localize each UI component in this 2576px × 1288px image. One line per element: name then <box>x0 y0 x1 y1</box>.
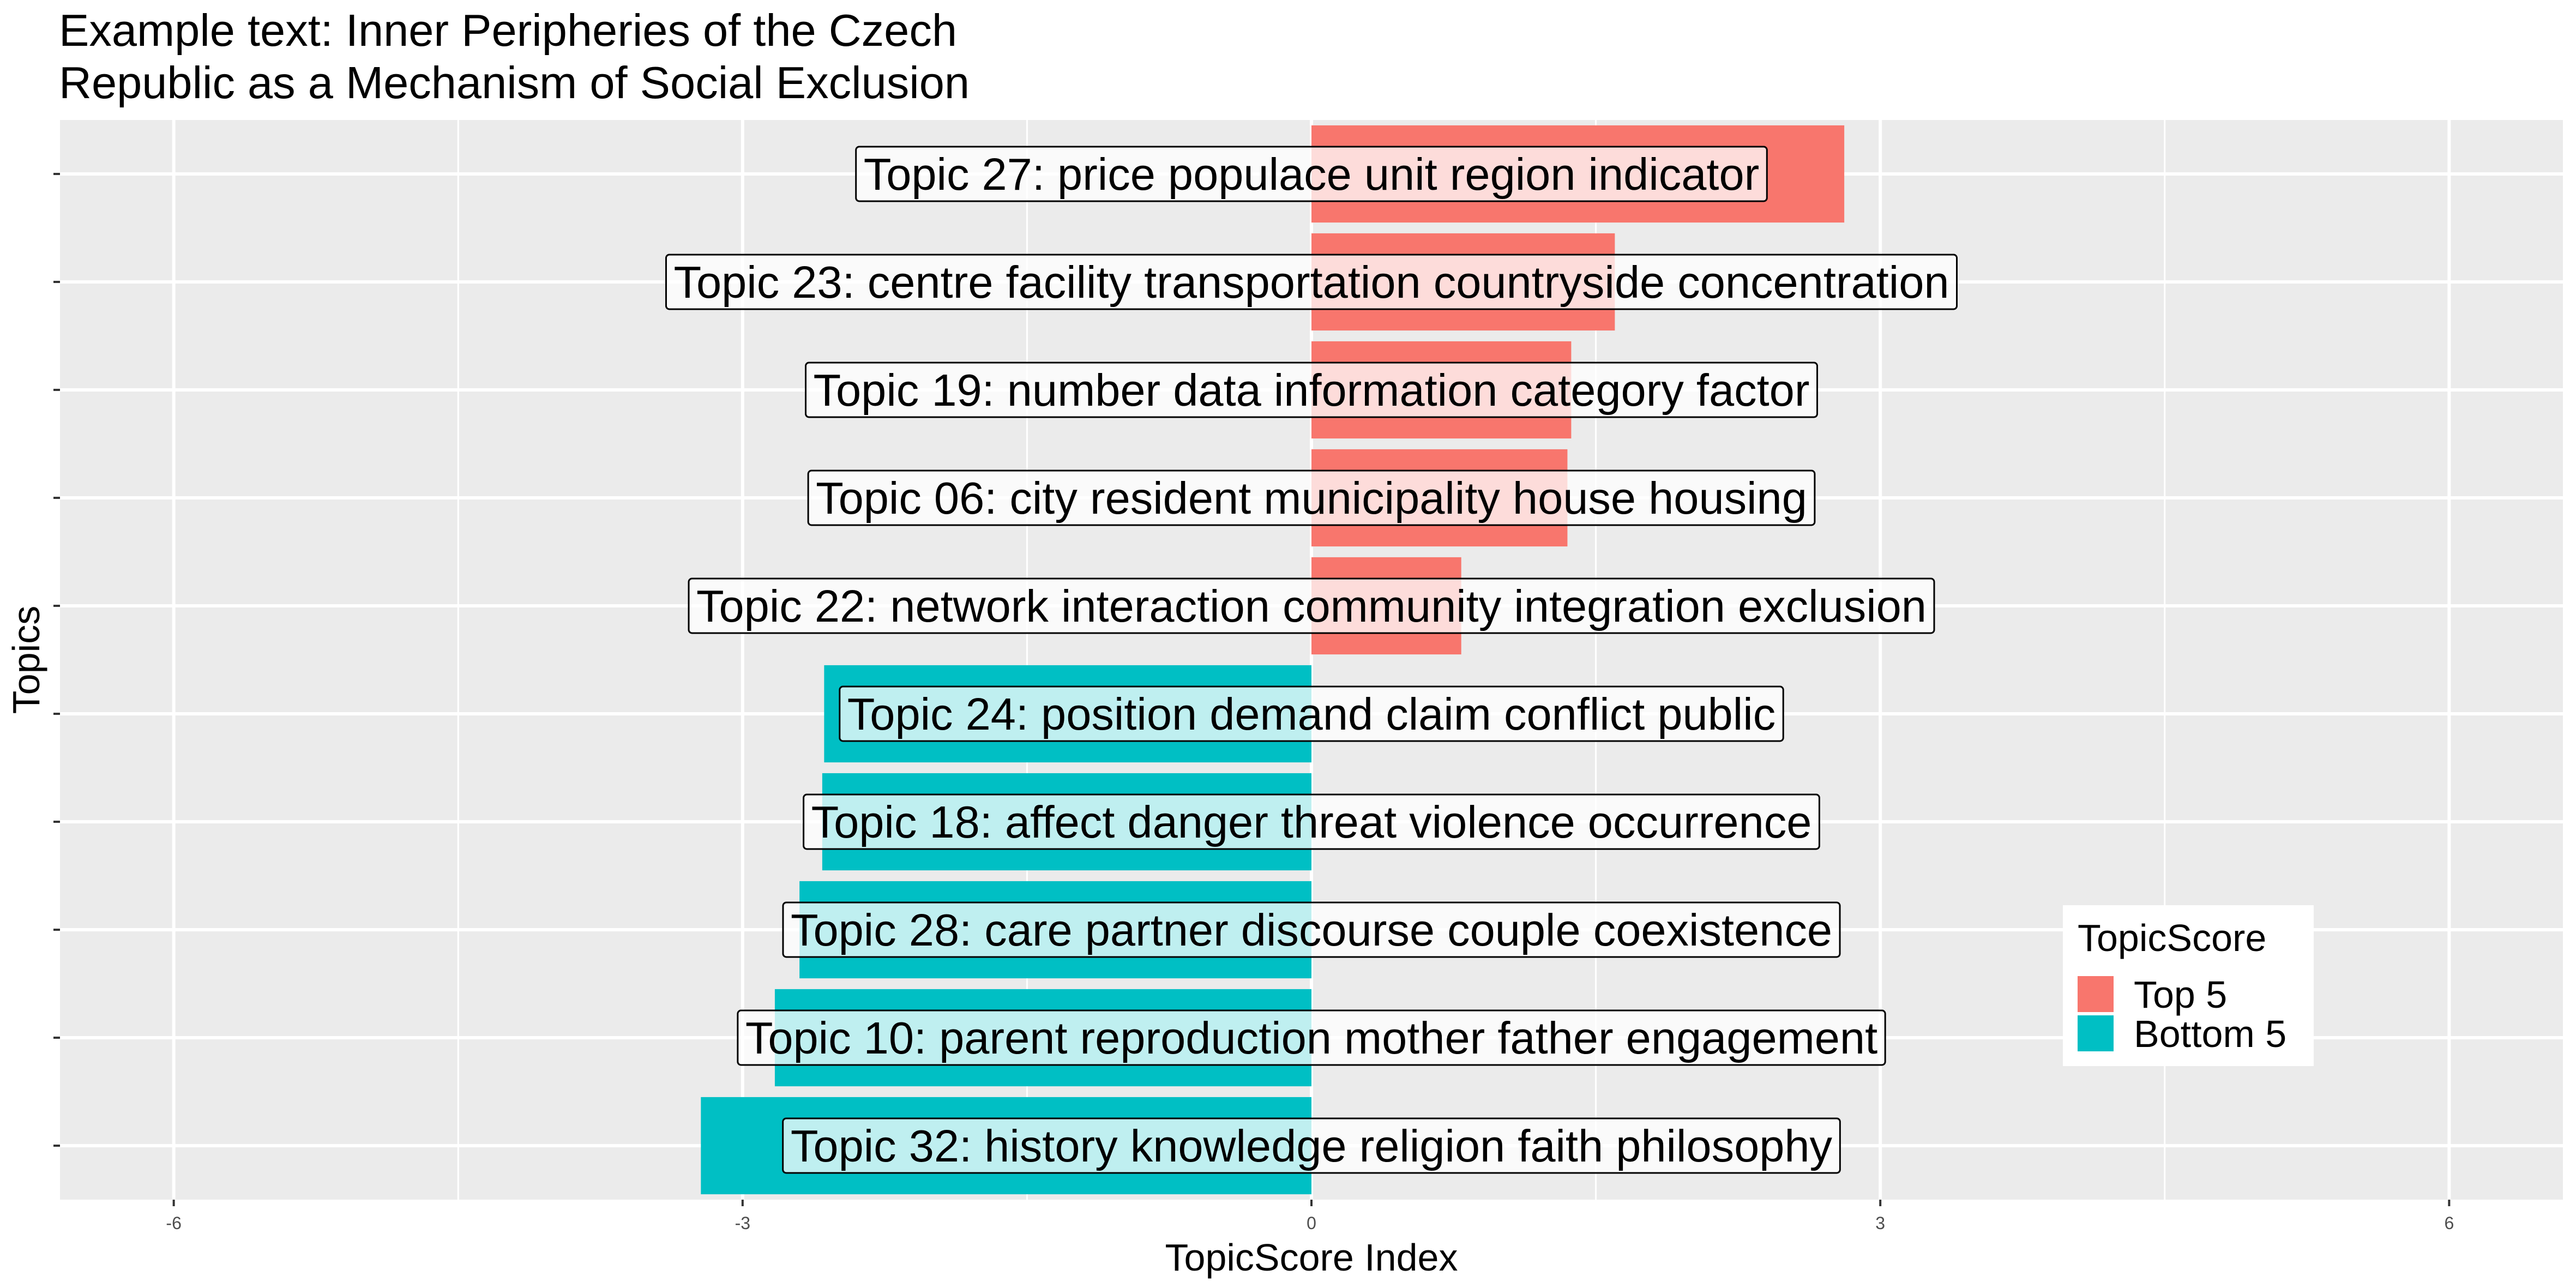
bar-label: Topic 06: city resident municipality hou… <box>807 470 1816 526</box>
bar-label-text: Topic 24: position demand claim conflict… <box>847 689 1775 739</box>
bar-label-box <box>855 146 1768 202</box>
bar-label-box <box>665 254 1958 310</box>
bar-label-box <box>688 577 1935 634</box>
bar-label-text: Topic 18: affect danger threat violence … <box>811 797 1812 847</box>
bar-label-box <box>782 901 1841 958</box>
bar-label: Topic 24: position demand claim conflict… <box>839 685 1784 742</box>
legend-swatch-top-5 <box>2078 976 2114 1012</box>
bar-labels: Topic 27: price populace unit region ind… <box>665 146 1958 1174</box>
x-tick-label: 6 <box>2444 1213 2454 1233</box>
bar-label: Topic 27: price populace unit region ind… <box>855 146 1768 202</box>
x-tick-label: -3 <box>735 1213 750 1233</box>
legend-label-top-5: Top 5 <box>2134 973 2227 1016</box>
bar-label: Topic 10: parent reproduction mother fat… <box>737 1009 1886 1066</box>
bar-label: Topic 19: number data information catego… <box>805 362 1818 418</box>
x-tick-label: -6 <box>166 1213 181 1233</box>
legend: TopicScore Top 5 Bottom 5 <box>2063 905 2314 1066</box>
legend-label-bottom-5: Bottom 5 <box>2134 1013 2286 1055</box>
bar-label-text: Topic 06: city resident municipality hou… <box>816 473 1807 523</box>
legend-swatch-bottom-5 <box>2078 1015 2114 1051</box>
chart-title-line-2: Republic as a Mechanism of Social Exclus… <box>59 57 970 108</box>
bar-label-box <box>807 470 1816 526</box>
chart-title-line-1: Example text: Inner Peripheries of the C… <box>59 5 957 56</box>
bar-label-text: Topic 27: price populace unit region ind… <box>864 149 1760 200</box>
bar-label-box <box>839 685 1784 742</box>
bar-label: Topic 23: centre facility transportation… <box>665 254 1958 310</box>
bar-label-text: Topic 19: number data information catego… <box>814 365 1810 416</box>
bar-label-text: Topic 32: history knowledge religion fai… <box>791 1121 1833 1171</box>
bar-label: Topic 28: care partner discourse couple … <box>782 901 1841 958</box>
bar-label-text: Topic 22: network interaction community … <box>696 581 1927 631</box>
bar-label-text: Topic 28: care partner discourse couple … <box>791 905 1832 955</box>
legend-title: TopicScore <box>2078 917 2266 959</box>
bar-label-box <box>805 362 1818 418</box>
axes: -6 -3 0 3 6 <box>53 173 2454 1233</box>
bar-label: Topic 22: network interaction community … <box>688 577 1935 634</box>
bar-label-box <box>782 1117 1841 1174</box>
x-tick-label: 0 <box>1307 1213 1316 1233</box>
y-axis-title: Topics <box>5 606 47 714</box>
bar-label: Topic 18: affect danger threat violence … <box>803 793 1820 850</box>
bar-label-box <box>803 793 1820 850</box>
x-axis-title: TopicScore Index <box>1165 1236 1458 1279</box>
bar-label: Topic 32: history knowledge religion fai… <box>782 1117 1841 1174</box>
bar-label-box <box>737 1009 1886 1066</box>
bar-label-text: Topic 10: parent reproduction mother fat… <box>745 1013 1877 1063</box>
x-tick-label: 3 <box>1875 1213 1885 1233</box>
bar-label-text: Topic 23: centre facility transportation… <box>673 257 1949 308</box>
